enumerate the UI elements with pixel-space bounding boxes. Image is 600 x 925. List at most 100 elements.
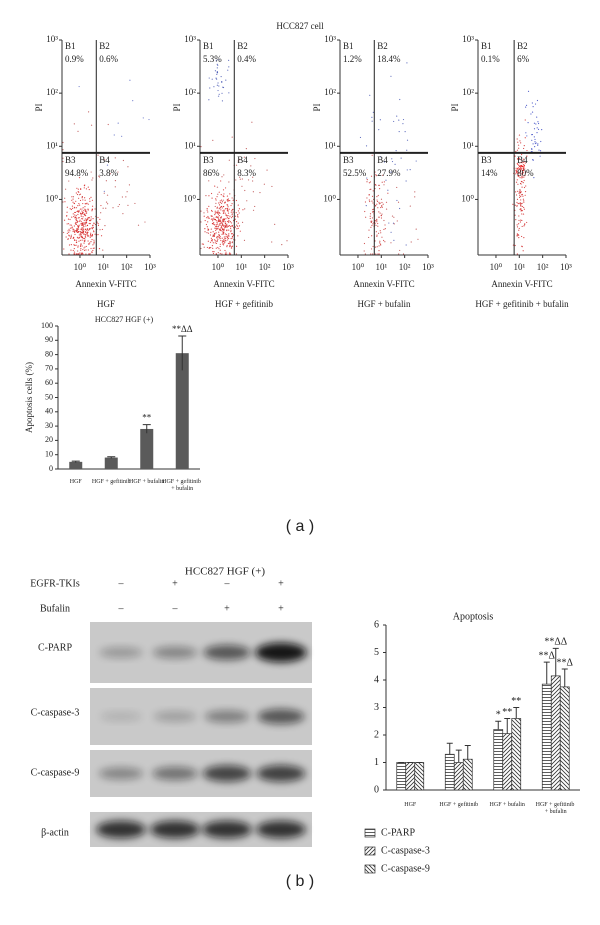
event-dot <box>216 223 218 225</box>
event-dot <box>208 180 210 182</box>
event-dot <box>211 197 213 199</box>
event-dot <box>62 201 64 203</box>
event-dot <box>524 171 527 173</box>
event-dot <box>90 241 92 243</box>
event-dot <box>74 253 76 255</box>
event-dot <box>251 121 253 123</box>
quadrant-percent: 6% <box>517 54 530 64</box>
event-dot <box>517 169 519 171</box>
event-dot <box>376 221 378 223</box>
event-dot <box>230 237 232 240</box>
event-dot <box>521 175 523 177</box>
treatment-sign: – <box>172 603 179 614</box>
event-dot <box>218 208 220 210</box>
event-dot <box>67 230 69 232</box>
error-bar <box>142 424 151 434</box>
event-dot <box>74 211 76 214</box>
event-dot <box>68 234 70 236</box>
event-dot <box>370 220 372 222</box>
event-dot <box>521 213 523 215</box>
event-dot <box>224 201 226 203</box>
event-dot <box>219 235 221 238</box>
event-dot <box>414 191 416 193</box>
event-dot <box>117 122 119 124</box>
event-dot <box>238 208 241 210</box>
event-dot <box>203 212 205 214</box>
event-dot <box>78 177 81 179</box>
event-dot <box>90 232 92 234</box>
event-dot <box>281 244 283 246</box>
event-dot <box>89 222 91 225</box>
event-dot <box>523 225 525 227</box>
event-dot <box>70 244 72 246</box>
event-dot <box>212 247 214 249</box>
event-dot <box>398 119 400 121</box>
event-dot <box>521 219 523 222</box>
event-dot <box>84 236 87 238</box>
event-dot <box>78 85 80 88</box>
event-dot <box>414 196 416 198</box>
event-dot <box>520 161 522 163</box>
event-dot <box>404 131 406 133</box>
event-dot <box>241 185 243 187</box>
event-dot <box>221 233 223 235</box>
event-dot <box>218 231 220 233</box>
event-dot <box>271 185 273 188</box>
event-dot <box>520 164 523 167</box>
event-dot <box>217 211 219 213</box>
event-dot <box>221 220 224 222</box>
event-dot <box>78 194 81 196</box>
quadrant-percent: 1.2% <box>343 54 362 64</box>
event-dot <box>229 246 231 248</box>
event-dot <box>371 154 373 156</box>
event-dot <box>527 121 529 124</box>
y-tick-label: 10⁰ <box>183 193 196 203</box>
event-dot <box>521 174 524 176</box>
event-dot <box>524 162 526 164</box>
event-dot <box>224 202 226 204</box>
event-dot <box>68 228 70 230</box>
event-dot <box>228 229 230 231</box>
blot-band <box>204 710 250 723</box>
event-dot <box>520 180 523 183</box>
event-dot <box>376 203 378 205</box>
event-dot <box>218 236 220 238</box>
event-dot <box>231 203 233 205</box>
event-dot <box>215 229 217 231</box>
event-dot <box>222 240 224 242</box>
event-dot <box>220 239 222 242</box>
event-dot <box>217 225 219 227</box>
y-tick-label: 70 <box>45 364 53 373</box>
event-dot <box>520 208 522 210</box>
quadrant-name: B3 <box>481 155 492 165</box>
event-dot <box>83 219 85 221</box>
event-dot <box>516 234 518 236</box>
event-dot <box>242 209 244 211</box>
event-dot <box>230 225 232 228</box>
event-dot <box>516 138 518 140</box>
y-axis-label: PI <box>450 103 460 111</box>
event-dot <box>518 215 520 217</box>
quadrant-name: B3 <box>65 155 76 165</box>
event-dot <box>516 233 518 235</box>
event-dot <box>379 240 381 242</box>
quadrant-name: B2 <box>377 41 388 51</box>
event-dot <box>74 207 76 209</box>
event-dot <box>217 212 219 214</box>
event-dot <box>148 118 150 121</box>
event-dot <box>252 209 255 211</box>
event-dot <box>518 234 520 236</box>
event-dot <box>223 225 225 227</box>
event-dot <box>226 246 228 248</box>
event-dot <box>217 213 220 215</box>
event-dot <box>97 154 99 156</box>
event-dot <box>222 210 224 212</box>
event-dot <box>388 222 390 224</box>
quadrant-percent: 14% <box>481 168 498 178</box>
event-dot <box>221 222 223 224</box>
event-dot <box>378 245 380 247</box>
event-dot <box>516 179 518 181</box>
event-dot <box>90 124 93 126</box>
event-dot <box>369 213 372 215</box>
event-dot <box>220 205 222 208</box>
